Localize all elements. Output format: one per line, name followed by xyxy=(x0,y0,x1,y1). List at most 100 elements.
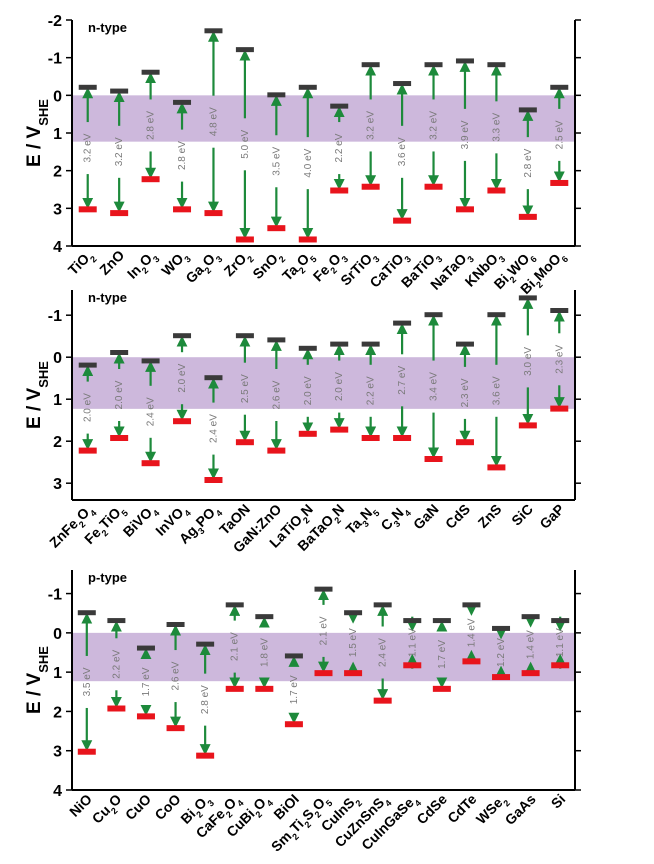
y-tick-label: -1 xyxy=(48,51,62,68)
conduction-band-bar xyxy=(77,610,96,616)
conduction-band-bar xyxy=(284,653,303,659)
band-gap-label: 1.1 eV xyxy=(407,628,418,657)
y-axis-title: E / VSHE xyxy=(24,646,51,714)
conduction-band-bar xyxy=(492,625,511,631)
band-gap-label: 2.1 eV xyxy=(319,616,330,645)
panel-n-type-oxides: 4 3 2 1 0 -1 -2 E / VSHE n-type 3.2 eV TiO2 3.2 eV Z… xyxy=(24,13,581,297)
valence-band-bar xyxy=(298,236,317,243)
band-gap-label: 3.6 eV xyxy=(397,137,408,166)
band-gap-label: 2.2 eV xyxy=(111,650,122,679)
band-gap-label: 2.8 eV xyxy=(177,141,188,170)
valence-band-bar xyxy=(455,439,474,446)
valence-band-bar xyxy=(235,236,254,243)
material-label: Ga2O3 xyxy=(182,247,224,289)
band-gap-label: 1.7 eV xyxy=(141,667,152,696)
y-tick-label: 2 xyxy=(53,704,62,721)
valence-band-bar xyxy=(77,748,96,755)
conduction-band-bar xyxy=(455,341,474,347)
valence-band-bar xyxy=(110,435,129,441)
valence-band-bar xyxy=(393,435,412,441)
y-tick-label: -2 xyxy=(48,13,62,30)
conduction-band-bar xyxy=(225,602,244,608)
valence-band-bar xyxy=(78,206,97,213)
y-tick-label: 4 xyxy=(53,783,62,800)
band-gap-label: 4.0 eV xyxy=(303,148,314,177)
band-gap-label: 2.4 eV xyxy=(208,414,219,443)
valence-band-bar xyxy=(455,206,474,213)
band-gap-label: 2.6 eV xyxy=(171,661,182,690)
valence-band-bar xyxy=(204,477,223,483)
conduction-band-bar xyxy=(455,58,474,64)
conduction-band-bar xyxy=(330,103,349,109)
band-gap-label: 1.7 eV xyxy=(289,675,300,704)
conduction-band-bar xyxy=(403,618,422,624)
conduction-band-bar xyxy=(551,618,570,624)
band-gap-label: 3.3 eV xyxy=(491,113,502,142)
conduction-band-bar xyxy=(330,341,349,347)
conduction-band-bar xyxy=(393,81,412,87)
valence-band-bar xyxy=(255,685,274,692)
band-gap-label: 2.0 eV xyxy=(83,393,94,422)
valence-band-bar xyxy=(373,697,392,704)
material-label: CdS xyxy=(442,501,473,532)
band-gap-label: 3.5 eV xyxy=(82,667,93,696)
band-gap-label: 2.3 eV xyxy=(554,345,565,374)
valence-band-bar xyxy=(344,670,363,677)
conduction-band-bar xyxy=(255,614,274,620)
conduction-band-bar xyxy=(204,375,223,381)
valence-band-bar xyxy=(267,225,286,232)
band-gap-label: 2.5 eV xyxy=(554,120,565,149)
conduction-band-bar xyxy=(487,62,506,68)
conduction-band-bar xyxy=(361,341,380,347)
material-label: SiC xyxy=(508,501,536,529)
band-gap-label: 2.3 eV xyxy=(460,378,471,407)
band-gap-label: 2.0 eV xyxy=(177,363,188,392)
valence-band-bar xyxy=(141,176,160,183)
conduction-band-bar xyxy=(298,84,317,90)
band-gap-label: 5.0 eV xyxy=(240,130,251,159)
y-axis-title: E / VSHE xyxy=(24,361,51,429)
valence-band-bar xyxy=(330,426,349,433)
band-gap-label: 2.1 eV xyxy=(230,632,241,661)
valence-band-bar xyxy=(462,658,481,665)
y-tick-label: 1 xyxy=(53,126,62,143)
y-tick-label: 0 xyxy=(53,626,62,643)
conduction-band-bar xyxy=(78,84,97,90)
band-gap-label: 2.0 eV xyxy=(334,372,345,401)
conduction-band-bar xyxy=(235,333,254,339)
conduction-band-bar xyxy=(110,350,129,355)
water-redox-band xyxy=(72,95,575,142)
material-label: TiO2 xyxy=(65,247,99,281)
conduction-band-bar xyxy=(110,88,129,94)
conduction-band-bar xyxy=(196,641,215,647)
valence-band-bar xyxy=(136,713,155,720)
y-tick-label: 3 xyxy=(53,476,62,493)
valence-band-bar xyxy=(487,187,506,194)
band-gap-label: 3.9 eV xyxy=(460,120,471,149)
valence-band-bar xyxy=(330,187,349,194)
valence-band-bar xyxy=(173,418,192,425)
conduction-band-bar xyxy=(361,62,380,68)
valence-band-bar xyxy=(550,405,569,412)
band-gap-label: 2.2 eV xyxy=(334,133,345,162)
valence-band-bar xyxy=(225,685,244,692)
material-label: WSe2 xyxy=(473,791,512,830)
valence-band-bar xyxy=(551,662,570,669)
conduction-band-bar xyxy=(267,337,286,343)
conduction-band-bar xyxy=(141,69,160,75)
y-tick-label: 3 xyxy=(53,201,62,218)
valence-band-bar xyxy=(432,685,451,692)
band-gap-label: 3.2 eV xyxy=(429,111,440,140)
valence-band-bar xyxy=(204,210,223,217)
valence-band-bar xyxy=(550,179,569,186)
conduction-band-bar xyxy=(432,618,451,624)
band-gap-label: 2.4 eV xyxy=(146,397,157,426)
valence-band-bar xyxy=(107,705,126,712)
y-tick-label: 2 xyxy=(53,164,62,181)
conduction-band-bar xyxy=(298,345,317,351)
band-gap-label: 1.5 eV xyxy=(348,628,359,657)
valence-band-bar xyxy=(393,217,412,224)
conduction-band-bar xyxy=(267,92,286,98)
valence-band-bar xyxy=(361,183,380,190)
